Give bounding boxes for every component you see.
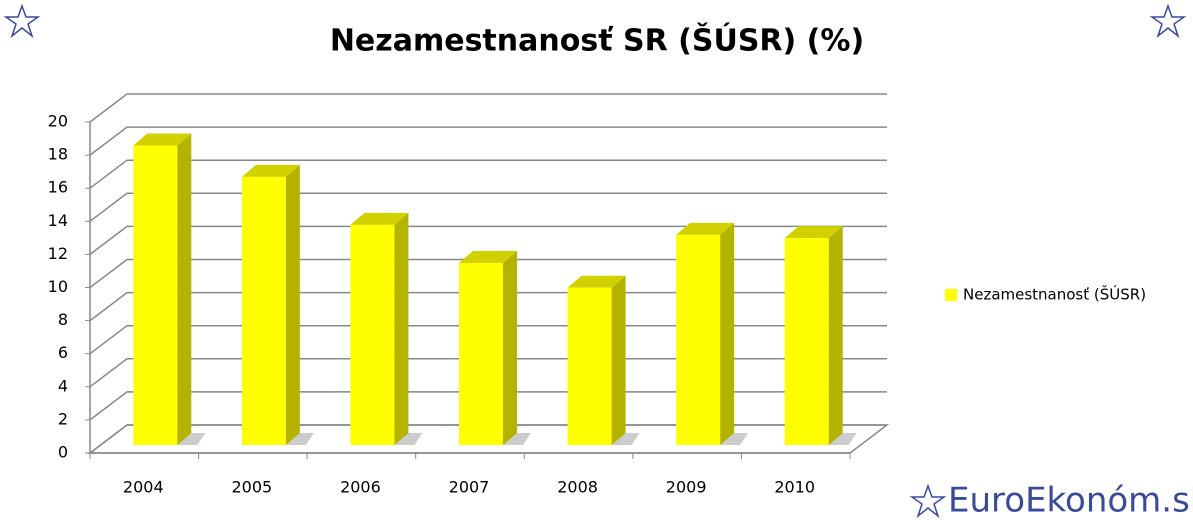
y-tick-label: 20 [48,112,68,131]
x-tick-label: 2010 [774,478,815,497]
bar-top [676,222,735,235]
bar-top [567,275,626,288]
y-tick-label: 0 [58,443,68,462]
y-tick-label: 18 [48,145,68,164]
bar-side [503,250,517,445]
bar [459,262,503,445]
grid-line [89,225,887,255]
grid-line [89,126,887,156]
logo: EuroEkonóm.sk [948,481,1193,521]
bar [784,238,829,445]
y-tick-label: 14 [48,211,68,230]
bar-side [611,275,626,445]
grid-line [89,391,887,421]
bar-top [241,164,300,177]
bar [567,287,612,445]
bar-side [285,164,300,445]
bar [350,224,395,445]
y-tick-label: 12 [48,244,68,263]
bar-side [828,226,843,445]
y-tick-label: 8 [58,310,68,329]
grid-line [89,93,887,123]
bar-top [350,212,409,225]
x-tick-label: 2005 [231,478,272,497]
bar [241,176,286,445]
x-tick-label: 2008 [557,478,598,497]
bar-side [720,222,735,445]
y-tick-label: 4 [58,376,68,395]
grid-line [89,192,887,222]
bar-side [394,212,409,445]
grid-line [89,291,887,322]
x-tick-label: 2007 [449,478,490,497]
chart-title: Nezamestnanosť SR (ŠÚSR) (%) [330,22,864,59]
grid-line [89,159,887,189]
star-decoration [3,3,1187,519]
x-tick-label: 2004 [123,478,164,497]
bar-side [177,133,192,445]
legend-swatch [945,289,957,301]
grid-line [89,258,887,289]
grid-line [89,358,887,388]
grid-line [89,324,887,355]
legend-label: Nezamestnanosť (ŠÚSR) [963,285,1146,304]
y-tick-label: 6 [58,343,68,362]
grid-line [89,424,887,454]
y-tick-label: 10 [48,277,68,296]
bar [133,145,178,445]
bar [676,234,721,445]
x-tick-label: 2006 [340,478,381,497]
bar-top [784,226,843,239]
y-tick-label: 16 [48,178,68,197]
bar-top [133,133,192,146]
x-tick-label: 2009 [666,478,707,497]
y-tick-label: 2 [58,409,68,428]
bar-top [459,250,517,263]
